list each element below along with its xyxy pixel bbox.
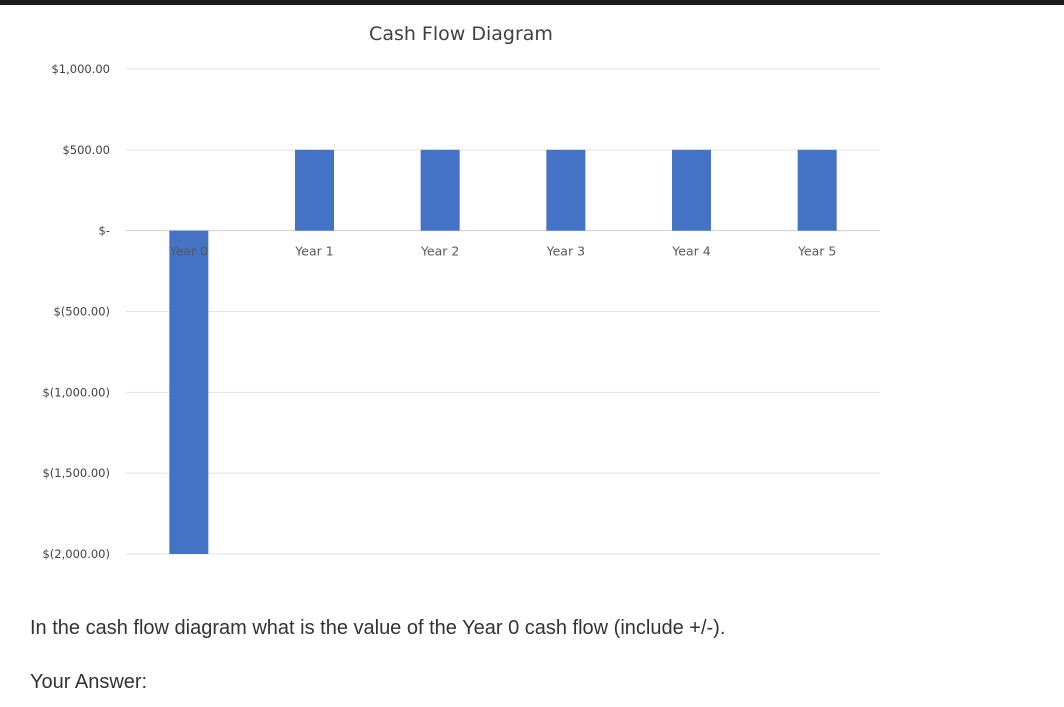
answer-label: Your Answer: [30, 671, 148, 693]
y-tick-label: $- [99, 224, 110, 238]
y-tick-label: $1,000.00 [51, 62, 110, 76]
x-tick-label: Year 1 [294, 244, 333, 259]
question-text: In the cash flow diagram what is the val… [30, 617, 726, 639]
bars [169, 149, 837, 554]
y-axis-ticks: $1,000.00 $500.00 $- $(500.00) $(1,000.00) $(… [42, 62, 110, 561]
x-tick-label: Year 4 [671, 244, 710, 259]
y-tick-label: $(1,500.00) [42, 466, 110, 480]
bar-year-2 [420, 149, 460, 231]
bar-year-5 [797, 149, 837, 231]
bar-year-0 [169, 230, 209, 554]
x-axis-ticks: Year 0 Year 1 Year 2 Year 3 Year 4 Year 5 [169, 244, 837, 259]
y-tick-label: $(500.00) [53, 305, 110, 319]
x-tick-label: Year 3 [546, 244, 585, 259]
y-tick-label: $(1,000.00) [42, 385, 110, 399]
y-tick-label: $(2,000.00) [42, 547, 110, 561]
bar-year-4 [672, 149, 711, 231]
x-tick-label: Year 5 [797, 244, 836, 259]
x-tick-label: Year 2 [420, 244, 459, 259]
chart-title: Cash Flow Diagram [369, 23, 553, 45]
gridlines [126, 68, 880, 555]
bar-year-3 [546, 149, 586, 231]
cash-flow-chart: Cash Flow Diagram $1,000.00 $500.00 $- $(50… [42, 23, 880, 561]
x-tick-label: Year 0 [169, 244, 208, 259]
bar-year-1 [295, 149, 334, 231]
y-tick-label: $500.00 [62, 143, 110, 157]
top-border [0, 0, 1064, 5]
